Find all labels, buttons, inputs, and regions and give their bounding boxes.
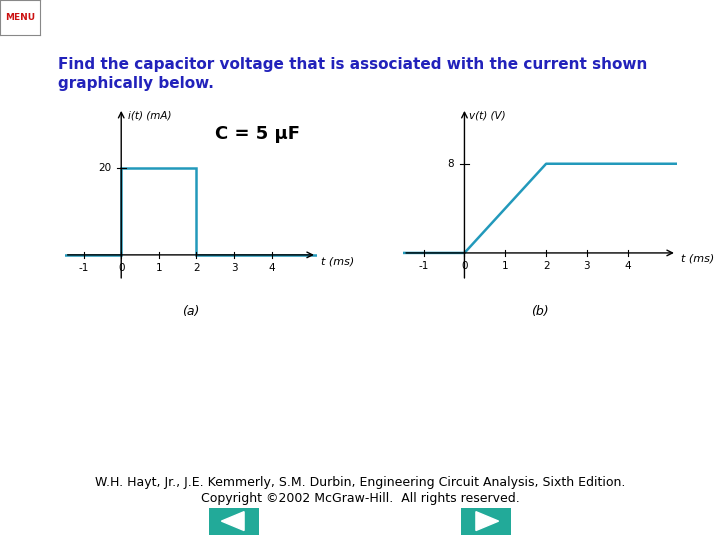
Text: -1: -1 [78,263,89,273]
Text: -1: -1 [418,261,429,271]
Text: W.H. Hayt, Jr., J.E. Kemmerly, S.M. Durbin, Engineering Circuit Analysis, Sixth : W.H. Hayt, Jr., J.E. Kemmerly, S.M. Durb… [95,476,625,489]
Text: 0: 0 [118,263,125,273]
Text: t (ms): t (ms) [681,253,714,264]
Text: 0: 0 [462,261,468,271]
Text: 3: 3 [230,263,238,273]
Text: v(t) (V): v(t) (V) [469,110,506,120]
Text: 4: 4 [624,261,631,271]
Text: C = 5 μF: C = 5 μF [215,125,300,144]
Text: graphically below.: graphically below. [58,76,213,91]
Text: MENU: MENU [5,13,35,22]
Text: (a): (a) [182,305,199,318]
Text: Find the capacitor voltage that is associated with the current shown: Find the capacitor voltage that is assoc… [58,57,647,72]
Text: 1: 1 [502,261,508,271]
Text: 2: 2 [193,263,199,273]
Text: Copyright ©2002 McGraw-Hill.  All rights reserved.: Copyright ©2002 McGraw-Hill. All rights … [201,492,519,505]
Polygon shape [222,512,244,530]
Text: 2: 2 [543,261,549,271]
Text: 3: 3 [584,261,590,271]
Text: 4: 4 [269,263,275,273]
Text: (b): (b) [531,305,549,318]
Text: 1: 1 [156,263,162,273]
Text: t (ms): t (ms) [320,256,354,266]
Polygon shape [476,512,498,530]
Text: 8: 8 [448,159,454,168]
Text: i(t) (mA): i(t) (mA) [128,110,171,120]
Text: 20: 20 [98,164,111,173]
